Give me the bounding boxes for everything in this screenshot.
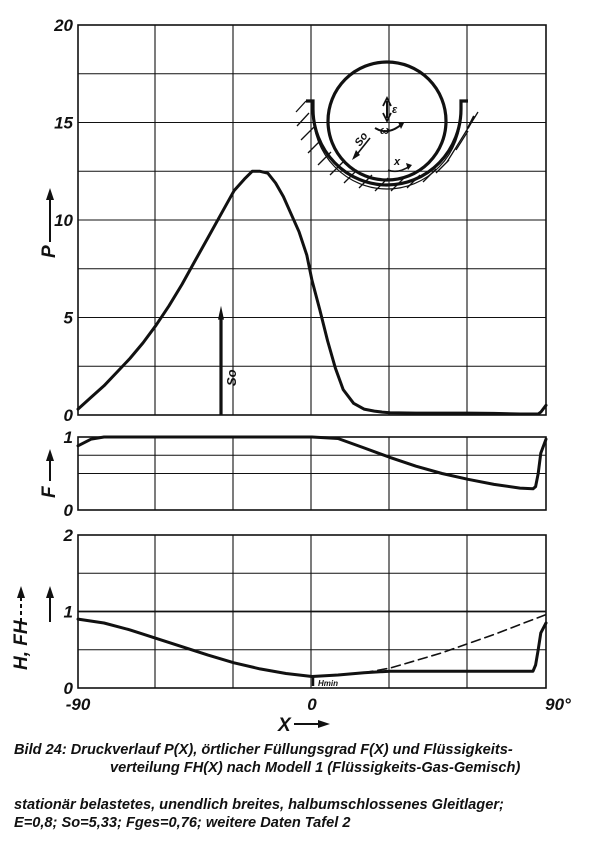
hmin-label: Hmin	[318, 679, 338, 688]
liquid-xtick-label: -90	[66, 695, 91, 714]
pressure-ytick-label: 20	[53, 16, 73, 35]
liquid-ytick-label: 0	[64, 679, 74, 698]
pressure-series-0	[76, 169, 548, 416]
liquid-ytick-label: 1	[64, 603, 73, 622]
caption-line-1: Bild 24: Druckverlauf P(X), örtlicher Fü…	[14, 742, 513, 758]
liquid-series-h	[363, 613, 547, 674]
so-marker-arrow	[218, 305, 224, 320]
filling-ytick-label: 1	[64, 428, 73, 447]
x-inset-label: x	[393, 156, 401, 168]
f-axis-label: F	[39, 449, 60, 498]
figure-caption: Bild 24: Druckverlauf P(X), örtlicher Fü…	[14, 741, 584, 777]
liquid-xtick-label: 90°	[545, 695, 571, 714]
pressure-ytick-label: 15	[54, 114, 73, 133]
svg-text:P: P	[39, 245, 60, 258]
caption-line-4: E=0,8; So=5,33; Fges=0,76; weitere Daten…	[14, 815, 351, 831]
pressure-ytick-label: 0	[64, 406, 74, 425]
hmin-marker: Hmin	[311, 675, 338, 688]
liquid-series-fh	[76, 617, 548, 678]
svg-text:X: X	[277, 715, 292, 736]
caption-line-2: verteilung FH(X) nach Modell 1 (Flüssigk…	[110, 760, 521, 776]
h-fh-label-text: H, FH	[11, 619, 32, 670]
h-fh-axis-label: H, FH	[11, 586, 54, 670]
liquid-ytick-label: 2	[63, 526, 74, 545]
liquid-distribution-panel: 012-90 0 90°	[63, 526, 572, 714]
filling-series-0	[76, 435, 548, 491]
caption-conditions: stationär belastetes, unendlich breites,…	[14, 796, 584, 832]
svg-text:F: F	[39, 485, 60, 498]
liquid-xtick-label: 0	[307, 695, 317, 714]
pressure-ytick-label: 10	[54, 211, 73, 230]
so-marker: So	[224, 369, 239, 386]
p-axis-label: P	[39, 188, 60, 258]
so-marker-label: So	[224, 369, 239, 386]
caption-line-3: stationär belastetes, unendlich breites,…	[14, 797, 504, 813]
pressure-ytick-label: 5	[64, 309, 74, 328]
filling-ytick-label: 0	[64, 501, 74, 520]
epsilon-label: ε	[392, 104, 398, 116]
bearing-schematic: ε ω So x	[295, 60, 479, 192]
filling-panel: 01	[64, 428, 548, 520]
pressure-panel: 0 5 10 15 20	[53, 16, 548, 425]
so-inset-label: So	[353, 130, 371, 149]
x-axis-label: X	[277, 715, 330, 736]
omega-label: ω	[380, 125, 389, 137]
